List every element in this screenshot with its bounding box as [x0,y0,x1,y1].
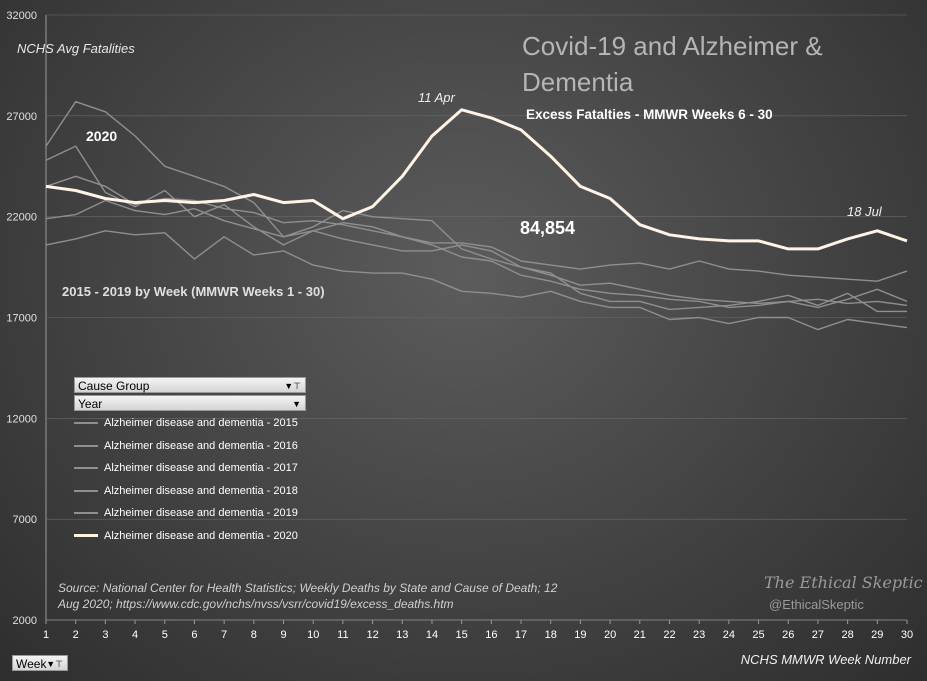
legend-item[interactable]: Alzheimer disease and dementia - 2018 [74,480,298,503]
y-tick-label: 22000 [6,212,37,224]
cause-group-filter-label: Cause Group [78,379,150,393]
x-tick-label: 25 [752,629,764,641]
legend-item[interactable]: Alzheimer disease and dementia - 2020 [74,525,298,548]
brand-handle: @EthicalSkeptic [769,597,864,612]
label-baseline-range: 2015 - 2019 by Week (MMWR Weeks 1 - 30) [62,284,325,299]
x-tick-label: 24 [723,629,735,641]
excess-fatalities-value: 84,854 [520,218,576,238]
brand-watermark: The Ethical Skeptic [764,573,923,592]
x-tick-label: 13 [396,629,408,641]
gridlines [45,14,907,621]
x-tick-label: 4 [132,629,138,641]
series-lines [45,100,908,331]
x-axis-title: NCHS MMWR Week Number [740,652,911,667]
y-tick-label: 7000 [13,514,37,526]
label-2020: 2020 [86,128,118,144]
x-tick-label: 9 [280,629,286,641]
y-axis-title: NCHS Avg Fatalities [17,41,135,56]
x-tick-label: 21 [634,629,646,641]
week-filter[interactable]: Week ▼⊤ [12,655,68,671]
x-tick-label: 7 [221,629,227,641]
y-tick-label: 32000 [6,10,37,22]
x-tick-label: 30 [901,629,913,641]
annotation-end-date: 18 Jul [847,204,882,219]
x-tick-label: 28 [841,629,853,641]
x-tick-label: 16 [485,629,497,641]
chart-title: Covid-19 and Alzheimer & Dementia [522,31,823,97]
x-tick-label: 1 [43,629,49,641]
x-tick-label: 17 [515,629,527,641]
x-tick-label: 29 [871,629,883,641]
series-line-baseline [45,175,908,309]
chart-subtitle: Excess Fatalties - MMWR Weeks 6 - 30 [526,107,773,122]
annotation-peak-date: 11 Apr [418,90,455,105]
legend-label: Alzheimer disease and dementia - 2019 [104,507,298,520]
legend-item[interactable]: Alzheimer disease and dementia - 2015 [74,412,298,435]
legend-swatch [74,422,98,425]
chevron-down-icon: ▼ [292,399,301,409]
series-line-baseline [45,199,907,313]
legend-label: Alzheimer disease and dementia - 2017 [104,462,298,475]
y-tick-label: 17000 [6,313,37,325]
x-tick-label: 19 [574,629,586,641]
legend-swatch [74,467,98,470]
legend-swatch [74,444,98,447]
legend-item[interactable]: Alzheimer disease and dementia - 2016 [74,435,298,458]
y-tick-label: 27000 [6,111,37,123]
legend-label: Alzheimer disease and dementia - 2015 [104,417,298,430]
x-tick-label: 5 [162,629,168,641]
x-tick-label: 23 [693,629,705,641]
series-line-baseline [45,230,908,331]
x-tick-label: 11 [337,629,348,641]
legend-label: Alzheimer disease and dementia - 2016 [104,439,298,452]
x-tick-label: 8 [251,629,257,641]
legend-item[interactable]: Alzheimer disease and dementia - 2017 [74,457,298,480]
legend-swatch-2020 [74,534,98,538]
x-tick-label: 15 [456,629,468,641]
legend-label: Alzheimer disease and dementia - 2018 [104,484,298,497]
x-tick-label: 12 [366,629,378,641]
x-tick-label: 27 [812,629,824,641]
source-note: Source: National Center for Health Stati… [58,581,558,611]
y-tick-label: 2000 [13,615,37,627]
series-line-baseline [45,145,908,282]
x-tick-label: 26 [782,629,794,641]
x-tick-label: 10 [307,629,319,641]
x-tick-label: 6 [191,629,197,641]
x-tick-label: 20 [604,629,616,641]
x-tick-label: 22 [663,629,675,641]
week-filter-label: Week [16,657,47,671]
year-filter-label: Year [78,397,103,411]
filter-funnel-icon: ▼⊤ [46,659,63,669]
series-line-2020 [45,108,908,251]
series-line-baseline [45,100,908,307]
legend-label: Alzheimer disease and dementia - 2020 [104,529,298,542]
x-tick-label: 18 [545,629,557,641]
y-tick-label: 12000 [6,413,37,425]
filter-funnel-icon: ▼⊤ [284,381,301,391]
cause-group-filter[interactable]: Cause Group ▼⊤ [74,377,306,393]
legend: Alzheimer disease and dementia - 2015 Al… [74,412,298,547]
year-filter[interactable]: Year ▼ [74,395,306,411]
legend-item[interactable]: Alzheimer disease and dementia - 2019 [74,502,298,525]
x-tick-label: 3 [102,629,108,641]
x-axis-ticks: 1 2 3 4 5 6 7 8 9 10 11 12 13 14 15 16 17 18 19 20 21 22 23 24 2… [43,620,913,641]
y-axis-ticks: 2000 7000 12000 17000 22000 27000 32000 [6,10,37,627]
legend-swatch [74,489,98,492]
x-tick-label: 14 [426,629,438,641]
x-tick-label: 2 [73,629,79,641]
legend-swatch [74,512,98,515]
